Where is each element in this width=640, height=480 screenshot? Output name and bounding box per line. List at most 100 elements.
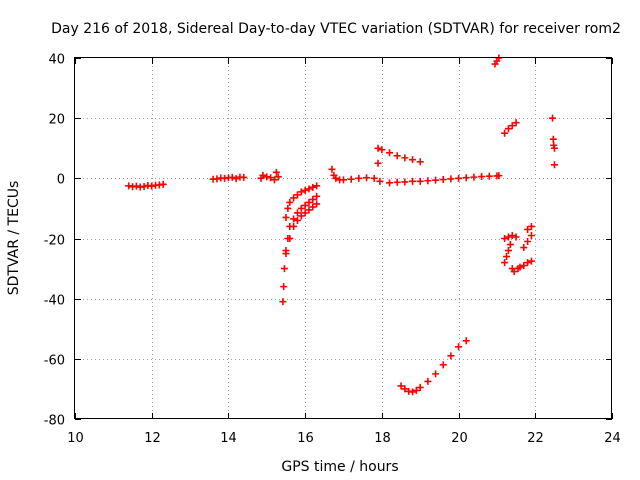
data-point — [478, 173, 486, 181]
data-point — [416, 158, 424, 166]
grid — [75, 58, 612, 419]
data-point — [370, 174, 378, 182]
data-point — [309, 183, 317, 191]
data-point — [386, 149, 394, 157]
data-point — [393, 152, 401, 160]
data-point — [309, 195, 317, 203]
y-tick-label: -80 — [44, 414, 65, 429]
data-point — [272, 168, 280, 176]
y-tick-label: -60 — [44, 354, 65, 369]
data-point — [279, 298, 287, 306]
data-point — [510, 268, 518, 276]
data-point — [549, 135, 557, 143]
data-point — [313, 192, 321, 200]
data-point — [293, 191, 301, 199]
data-point — [374, 144, 382, 152]
data-point — [401, 154, 409, 162]
data-point — [424, 177, 432, 185]
data-point — [140, 182, 148, 190]
y-tick-label: -40 — [44, 294, 65, 309]
data-point — [432, 176, 440, 184]
data-point — [409, 388, 417, 396]
y-tick-label: 0 — [57, 173, 65, 188]
data-point — [447, 352, 455, 360]
data-point — [148, 182, 156, 190]
data-point — [263, 173, 271, 181]
data-point — [508, 122, 516, 130]
data-point — [416, 177, 424, 185]
data-point — [297, 204, 305, 212]
data-point — [508, 231, 516, 239]
data-point — [301, 186, 309, 194]
data-point — [309, 203, 317, 211]
x-tick-label: 14 — [220, 431, 237, 446]
data-point — [259, 171, 267, 179]
data-point — [527, 222, 535, 230]
data-point — [432, 370, 440, 378]
data-point — [527, 257, 535, 265]
data-point — [409, 156, 417, 164]
data-point — [305, 198, 313, 206]
data-point — [401, 178, 409, 186]
data-point — [284, 204, 292, 212]
data-point — [504, 233, 512, 241]
data-point — [524, 225, 532, 233]
data-point — [520, 262, 528, 270]
data-point — [282, 250, 290, 258]
data-point — [232, 175, 240, 183]
data-point — [550, 144, 558, 152]
data-point — [355, 174, 363, 182]
data-point — [439, 361, 447, 369]
data-point — [347, 175, 355, 183]
x-tick-label: 18 — [374, 431, 391, 446]
data-point — [305, 206, 313, 214]
data-point — [305, 185, 313, 193]
data-point — [524, 259, 532, 267]
x-axis-label: GPS time / hours — [281, 459, 398, 475]
data-point — [470, 173, 478, 181]
data-point — [125, 182, 133, 190]
data-point — [267, 174, 275, 182]
data-point — [301, 201, 309, 209]
data-point — [495, 172, 503, 180]
data-point — [313, 200, 321, 208]
data-point — [512, 233, 520, 241]
data-point — [485, 172, 493, 180]
x-tick-labels: 10 12 14 16 18 20 22 24 — [67, 431, 621, 446]
y-tick-label: 20 — [48, 113, 65, 128]
data-point — [228, 173, 236, 181]
data-point — [393, 178, 401, 186]
data-point — [290, 194, 298, 202]
data-point — [274, 173, 282, 181]
data-point — [290, 215, 298, 223]
data-point — [520, 244, 528, 252]
plot-frame — [74, 57, 612, 419]
data-point — [516, 263, 524, 271]
data-point — [297, 212, 305, 220]
x-tick-label: 16 — [297, 431, 314, 446]
data-point — [412, 386, 420, 394]
data-point — [280, 283, 288, 291]
data-point — [286, 198, 294, 206]
data-point — [439, 176, 447, 184]
data-point — [549, 114, 557, 122]
y-tick-labels: -80 -60 -40 -20 0 20 40 — [44, 53, 65, 429]
data-point — [313, 182, 321, 190]
data-point — [416, 383, 424, 391]
data-point — [240, 173, 248, 181]
data-point — [378, 146, 386, 154]
data-point — [132, 182, 140, 190]
data-point — [301, 209, 309, 217]
data-point — [527, 231, 535, 239]
data-point — [290, 222, 298, 230]
data-point — [332, 174, 340, 182]
y-tick-label: -20 — [44, 234, 65, 249]
data-point — [455, 343, 463, 351]
y-axis-label: SDTVAR / TECUs — [6, 181, 22, 296]
data-point — [270, 176, 278, 184]
data-point — [501, 129, 509, 137]
x-tick-label: 22 — [527, 431, 544, 446]
x-tick-label: 12 — [144, 431, 161, 446]
data-point — [501, 259, 509, 267]
